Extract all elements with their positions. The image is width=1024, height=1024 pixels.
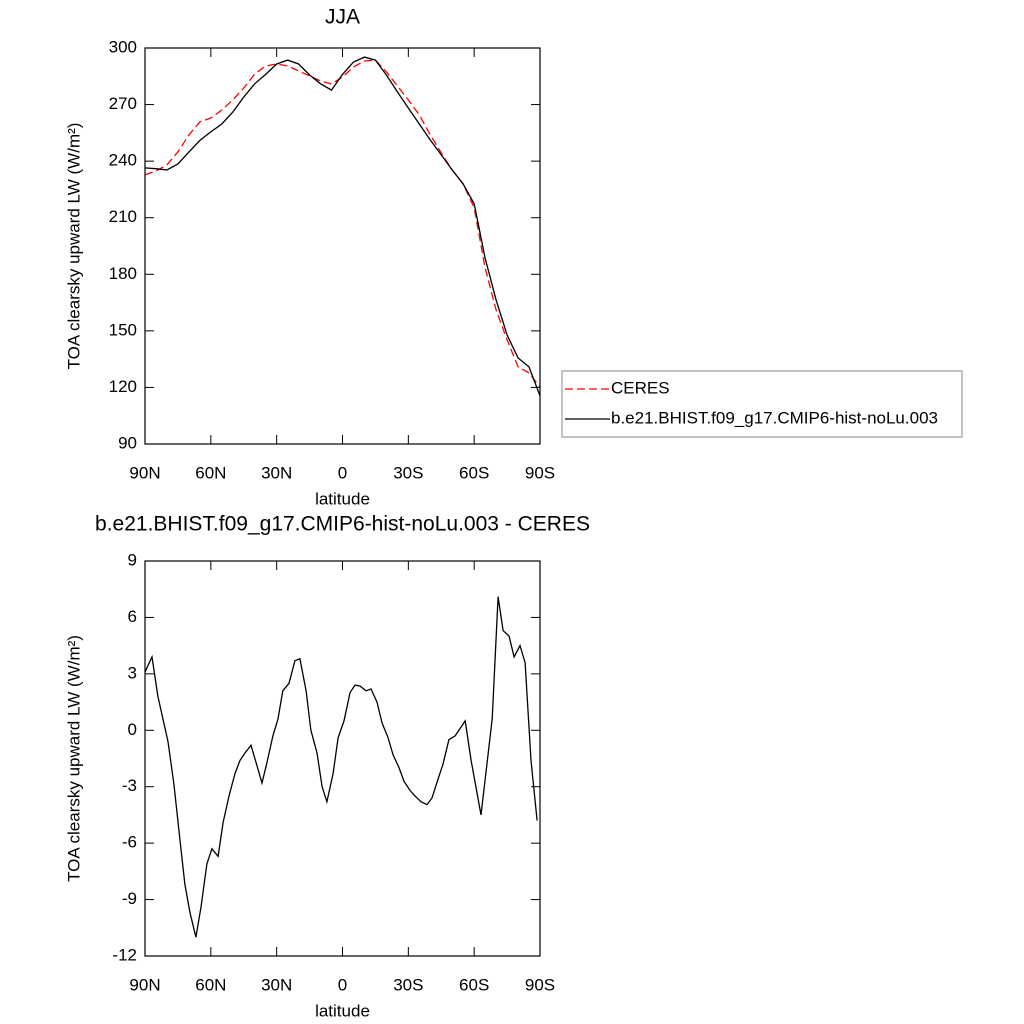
y-axis-label: TOA clearsky upward LW (W/m²) [64, 123, 83, 370]
y-tick-label: 150 [109, 320, 137, 339]
y-tick-label: 90 [118, 433, 137, 452]
x-tick-label: 90S [525, 463, 555, 482]
data-line [144, 596, 538, 938]
y-tick-label: 240 [109, 151, 137, 170]
x-tick-label: 30S [393, 975, 423, 994]
y-tick-label: 210 [109, 207, 137, 226]
y-tick-label: 180 [109, 264, 137, 283]
x-tick-label: 60S [459, 463, 489, 482]
y-tick-label: 120 [109, 377, 137, 396]
chart-title: b.e21.BHIST.f09_g17.CMIP6-hist-noLu.003 … [95, 513, 590, 536]
x-tick-label: 30N [261, 975, 292, 994]
y-tick-label: 6 [128, 607, 137, 626]
data-line [144, 56, 541, 397]
legend-label: b.e21.BHIST.f09_g17.CMIP6-hist-noLu.003 [611, 408, 938, 427]
y-tick-label: 9 [128, 550, 137, 569]
x-tick-label: 0 [338, 975, 347, 994]
data-line [144, 59, 541, 388]
plot-frame [144, 560, 541, 957]
x-tick-label: 60N [195, 463, 226, 482]
x-tick-label: 30S [393, 463, 423, 482]
legend-label: CERES [611, 378, 670, 397]
legend-box [561, 370, 963, 438]
y-tick-label: -12 [112, 945, 137, 964]
chart-title: JJA [325, 6, 360, 29]
legend: CERES b.e21.BHIST.f09_g17.CMIP6-hist-noLu… [561, 370, 963, 438]
y-tick-label: 270 [109, 94, 137, 113]
y-axis-label: TOA clearsky upward LW (W/m²) [64, 635, 83, 882]
y-tick-label: 300 [109, 37, 137, 56]
x-tick-label: 0 [338, 463, 347, 482]
x-axis-label: latitude [315, 489, 370, 508]
x-tick-label: 60S [459, 975, 489, 994]
x-tick-label: 30N [261, 463, 292, 482]
x-tick-label: 60N [195, 975, 226, 994]
y-tick-label: -3 [122, 776, 137, 795]
x-axis-label: latitude [315, 1001, 370, 1020]
x-tick-label: 90S [525, 975, 555, 994]
x-tick-label: 90N [129, 463, 160, 482]
y-tick-label: 0 [128, 720, 137, 739]
y-tick-label: 3 [128, 663, 137, 682]
y-tick-label: -9 [122, 889, 137, 908]
x-tick-label: 90N [129, 975, 160, 994]
y-tick-label: -6 [122, 833, 137, 852]
